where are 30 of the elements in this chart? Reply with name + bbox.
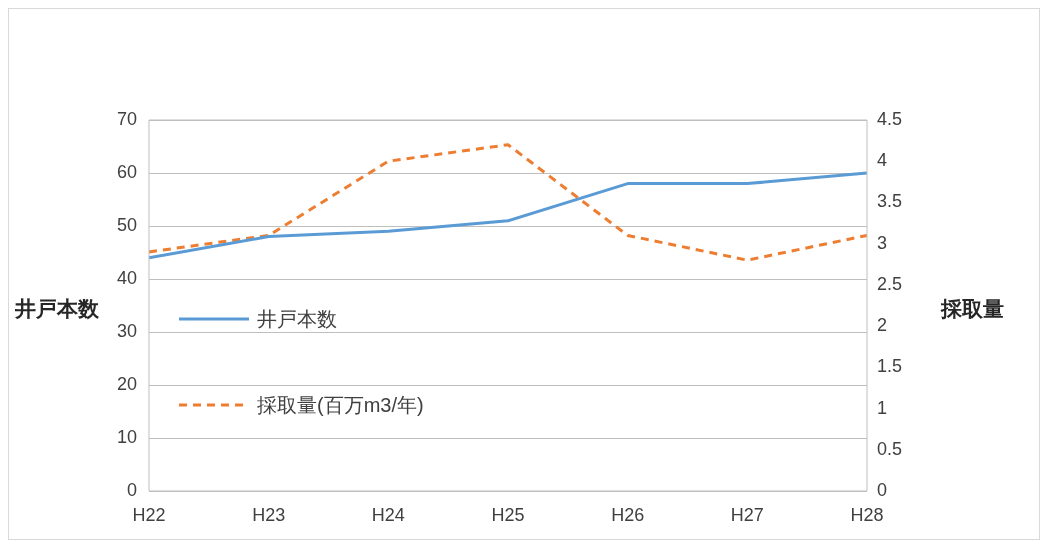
y2-tick-label: 0 (877, 479, 888, 500)
y2-tick-label: 2.5 (877, 273, 903, 294)
y-tick-label: 30 (116, 320, 137, 341)
legend-label: 井戸本数 (257, 306, 337, 332)
y2-tick-label: 4 (877, 150, 888, 171)
x-tick-label: H22 (132, 504, 166, 525)
y2-tick-label: 3.5 (877, 191, 903, 212)
line-series (147, 143, 869, 262)
y2-tick-label: 1 (877, 397, 888, 418)
y-tick-label: 70 (116, 108, 137, 129)
x-tick-label: H27 (730, 504, 764, 525)
y2-tick-label: 3 (877, 232, 888, 253)
y2-tick-label: 4.5 (877, 108, 903, 129)
x-tick-label: H25 (491, 504, 525, 525)
y-tick-label: 40 (116, 267, 137, 288)
y2-tick-label: 2 (877, 315, 888, 336)
y-tick-label: 0 (126, 479, 137, 500)
y-tick-label: 60 (116, 161, 137, 182)
y-tick-label: 20 (116, 373, 137, 394)
y-tick-label: 50 (116, 214, 137, 235)
x-tick-label: H26 (611, 504, 645, 525)
legend-label: 採取量(百万m3/年) (257, 392, 424, 418)
y-axis-title: 井戸本数 (15, 296, 99, 322)
x-tick-label: H24 (371, 504, 405, 525)
x-tick-label: H23 (252, 504, 286, 525)
x-tick-label: H28 (850, 504, 884, 525)
y-tick-label: 10 (116, 426, 137, 447)
y2-tick-label: 1.5 (877, 356, 903, 377)
y2-axis-title: 採取量 (941, 296, 1004, 322)
y2-tick-label: 0.5 (877, 438, 903, 459)
